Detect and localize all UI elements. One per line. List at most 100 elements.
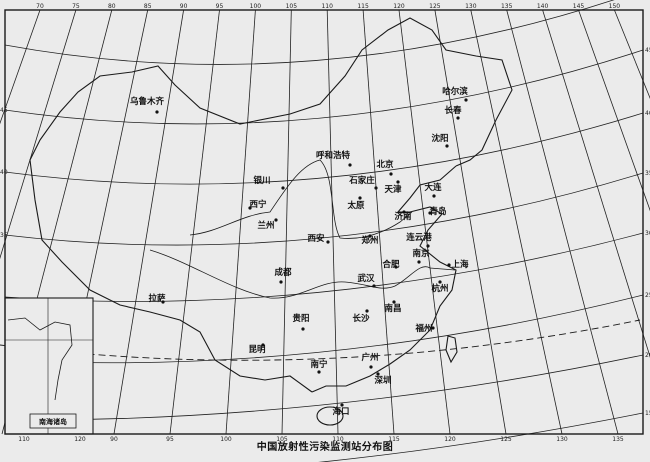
station: 深圳 (374, 372, 392, 386)
taiwan (445, 335, 458, 364)
longitude-label-top: 120 (393, 3, 405, 10)
station-label: 深圳 (374, 375, 391, 386)
latitude-label-right: 40 (645, 110, 650, 117)
station-dot-icon (464, 98, 468, 102)
meridian (398, 9, 451, 435)
station-dot-icon (281, 186, 285, 190)
station: 贵阳 (292, 313, 310, 331)
inset-label: 南海诸岛 (39, 417, 67, 426)
parallel (318, 412, 644, 462)
longitude-label-bottom: 125 (500, 436, 512, 443)
longitude-label-top: 70 (36, 3, 44, 10)
longitude-label-top: 100 (250, 3, 262, 10)
station-label: 沈阳 (431, 133, 448, 144)
station-dot-icon (279, 280, 283, 284)
latitude-label-right: 45 (645, 47, 650, 54)
station: 济南 (394, 210, 412, 222)
station-label: 南京 (412, 248, 430, 259)
station-dot-icon (248, 206, 252, 210)
latitude-label-left: 40 (0, 169, 8, 176)
longitude-label-bottom: 110 (332, 436, 344, 443)
station-label: 西宁 (249, 199, 267, 210)
station: 拉萨 (148, 293, 166, 304)
station-dot-icon (326, 240, 330, 244)
latitude-label-left: 35 (0, 232, 8, 239)
station: 天津 (384, 180, 402, 195)
station: 青岛 (428, 206, 447, 217)
station-label: 济南 (394, 211, 412, 222)
map-caption: 中国放射性污染监测站分布图 (256, 442, 394, 453)
national-border (29, 17, 513, 393)
station: 武汉 (357, 273, 376, 288)
station-dot-icon (445, 144, 449, 148)
station-dot-icon (389, 172, 393, 176)
longitude-label-bottom: 135 (612, 436, 624, 443)
station: 呼和浩特 (316, 150, 352, 167)
station-label: 上海 (451, 259, 469, 270)
station-dot-icon (402, 210, 406, 214)
station: 广州 (361, 352, 379, 369)
longitude-label-top: 75 (72, 3, 80, 10)
station: 杭州 (431, 280, 449, 294)
coordinate-labels: 70 75 80 85 90 95 100 105 110 115 120 125 130 135 140 1… (0, 3, 650, 443)
station: 上海 (447, 259, 469, 270)
longitude-label-top: 130 (465, 3, 477, 10)
station-dot-icon (374, 186, 378, 190)
station-label: 郑州 (361, 235, 378, 246)
parallel (4, 294, 644, 364)
south-china-sea-inset (4, 297, 94, 435)
station-dot-icon (376, 372, 380, 376)
meridian (506, 9, 619, 435)
longitude-label-top: 90 (180, 3, 188, 10)
yellow-river (189, 159, 413, 239)
longitude-label-bottom: 90 (110, 436, 118, 443)
station-label: 杭州 (431, 283, 448, 294)
station: 南京 (412, 248, 430, 264)
meridian (225, 9, 256, 435)
parallel (4, 354, 644, 421)
latitude-label-right: 25 (645, 292, 650, 299)
station: 西安 (307, 233, 330, 244)
station: 沈阳 (431, 133, 449, 148)
meridian (113, 9, 184, 435)
station: 兰州 (257, 218, 278, 231)
station: 石家庄 (348, 175, 378, 190)
station-dot-icon (396, 180, 400, 184)
station: 郑州 (361, 234, 379, 246)
inset-label-box (29, 413, 77, 429)
station-label: 呼和浩特 (316, 150, 351, 161)
longitude-label-top: 150 (609, 3, 621, 10)
station-dot-icon (340, 403, 344, 407)
longitude-label-bottom: 105 (276, 436, 288, 443)
station-dot-icon (426, 244, 430, 248)
station-label: 西安 (307, 233, 325, 244)
station-label: 太原 (346, 200, 365, 211)
station-dot-icon (301, 327, 305, 331)
inset-longitude-label: 120 (74, 436, 86, 443)
parallel (4, 49, 644, 125)
parallel (4, 172, 644, 246)
station-dot-icon (432, 194, 436, 198)
station-label: 南宁 (310, 359, 328, 370)
parallel (4, 0, 615, 65)
station-label: 海口 (332, 406, 349, 417)
station: 西宁 (248, 199, 267, 210)
longitude-label-top: 110 (321, 3, 333, 10)
meridian (326, 9, 339, 435)
meridian (281, 9, 292, 435)
station: 南昌 (384, 300, 402, 314)
inset-coast (7, 317, 73, 401)
station-dot-icon (417, 260, 421, 264)
meridian (470, 9, 563, 435)
station-dot-icon (358, 196, 362, 200)
station-label: 大连 (424, 182, 442, 193)
station-dot-icon (428, 211, 432, 215)
longitude-label-top: 80 (108, 3, 116, 10)
station-label: 拉萨 (148, 293, 166, 304)
tropic-line (0, 319, 641, 361)
station: 大连 (424, 182, 442, 198)
station-label: 长沙 (352, 313, 370, 324)
latitude-label-right: 15 (645, 410, 650, 417)
station: 北京 (376, 159, 394, 176)
longitude-label-bottom: 120 (444, 436, 456, 443)
